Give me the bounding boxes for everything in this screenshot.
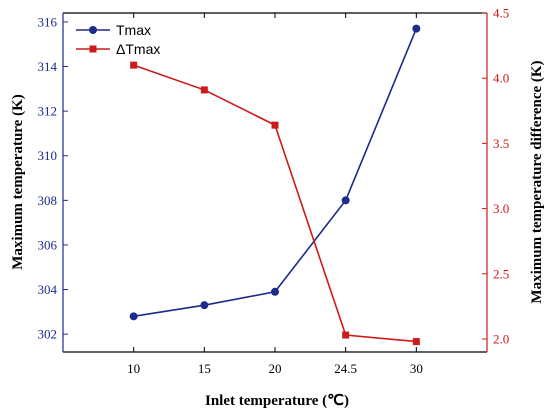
y-axis-right-title: Maximum temperature difference (K) xyxy=(529,60,545,303)
delta-tmax-point xyxy=(271,121,279,129)
x-tick-label: 24.5 xyxy=(334,361,357,376)
delta-tmax-point xyxy=(342,331,350,339)
y-left-tick-label: 314 xyxy=(38,59,58,74)
delta-tmax-point xyxy=(200,86,208,94)
x-tick-label: 10 xyxy=(127,361,140,376)
y-left-tick-label: 302 xyxy=(38,327,58,342)
tmax-point xyxy=(271,287,279,296)
y-left-tick-label: 308 xyxy=(38,193,58,208)
y-left-tick-label: 312 xyxy=(38,104,58,119)
y-right-tick-label: 3.0 xyxy=(493,201,509,216)
x-tick-label: 30 xyxy=(410,361,423,376)
y-axis-left-title: Maximum temperature (K) xyxy=(10,94,26,270)
legend-marker xyxy=(89,26,97,34)
plot-area: 10 15 20 24.5 30 302 304 306 308 310 312 314 316 2.0 2… xyxy=(38,6,510,377)
y-left-tick-label: 306 xyxy=(38,237,58,252)
series-line-tmax xyxy=(133,28,418,318)
delta-tmax-point xyxy=(412,338,420,346)
y-right-tick-label: 4.5 xyxy=(493,6,509,21)
y-left-tick-label: 310 xyxy=(38,148,58,163)
y-right-tick-label: 2.5 xyxy=(493,266,509,281)
x-tick-label: 20 xyxy=(269,361,282,376)
legend-marker xyxy=(89,45,97,53)
y-right-tick-label: 2.0 xyxy=(493,331,509,346)
y-right-tick-label: 4.0 xyxy=(493,71,509,86)
tmax-point xyxy=(341,196,350,205)
tmax-point xyxy=(412,24,421,33)
y-right-tick-label: 3.5 xyxy=(493,136,509,151)
legend-label: ΔTmax xyxy=(116,41,160,57)
series-line-delta-tmax xyxy=(133,64,417,343)
y-left-tick-label: 304 xyxy=(38,282,58,297)
x-axis-title: Inlet temperature (℃) xyxy=(205,393,349,409)
y-left-tick-label: 316 xyxy=(38,14,58,29)
tmax-point xyxy=(200,301,209,310)
x-tick-label: 15 xyxy=(198,361,211,376)
delta-tmax-point xyxy=(130,61,138,69)
tmax-point xyxy=(129,312,138,321)
legend-label: Tmax xyxy=(116,22,151,38)
